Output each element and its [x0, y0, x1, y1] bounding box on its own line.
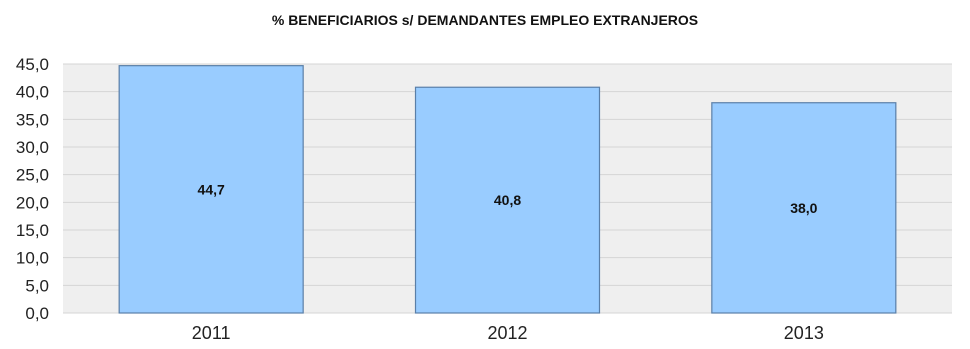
- y-tick-label: 10,0: [16, 249, 49, 268]
- y-tick-label: 5,0: [25, 276, 49, 295]
- y-tick-label: 35,0: [16, 110, 49, 129]
- x-tick-label: 2013: [784, 323, 824, 343]
- y-tick-label: 15,0: [16, 221, 49, 240]
- y-tick-label: 25,0: [16, 166, 49, 185]
- x-axis-labels: 2011 2012 2013: [192, 323, 824, 343]
- y-tick-label: 0,0: [25, 304, 49, 323]
- y-tick-label: 40,0: [16, 83, 49, 102]
- bars: [118, 65, 897, 314]
- data-label-2011: 44,7: [198, 181, 225, 197]
- data-label-2013: 38,0: [790, 200, 817, 216]
- x-tick-label: 2011: [192, 323, 231, 343]
- data-labels: 44,7 40,8 38,0: [198, 181, 818, 216]
- y-tick-label: 45,0: [16, 55, 49, 74]
- y-tick-label: 20,0: [16, 193, 49, 212]
- bar-2013: [711, 102, 897, 314]
- y-axis-ticks: 0,0 5,0 10,0 15,0 20,0 25,0 30,0 35,0 40,0 45,0: [16, 55, 49, 323]
- data-label-2012: 40,8: [494, 192, 521, 208]
- x-tick-label: 2012: [487, 323, 527, 343]
- y-tick-label: 30,0: [16, 138, 49, 157]
- bar-2012: [414, 86, 601, 314]
- chart-title: % BENEFICIARIOS s/ DEMANDANTES EMPLEO EX…: [271, 12, 699, 28]
- bar-2011: [118, 65, 304, 314]
